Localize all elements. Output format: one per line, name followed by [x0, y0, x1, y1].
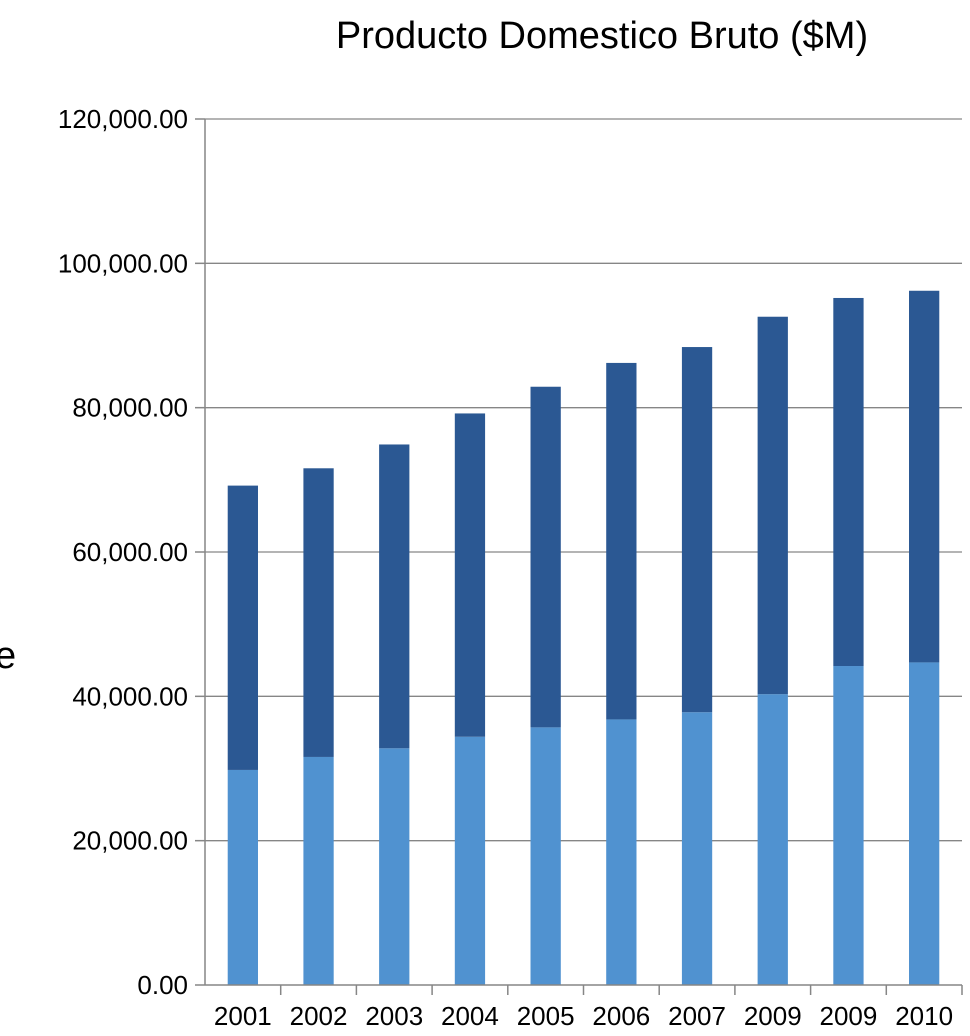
bar-segment-1: [379, 748, 410, 985]
y-tick-label: 120,000.00: [58, 104, 188, 134]
bar-segment-1: [833, 666, 864, 985]
y-tick-label: 20,000.00: [72, 826, 188, 856]
bar-segment-1: [909, 662, 940, 985]
x-axis-ticks: 2001 2002 2003 2004 2005 2006 2007 2009 2009 2010: [214, 985, 963, 1031]
bar-segment-1: [530, 727, 561, 985]
y-tick-label: 60,000.00: [72, 537, 188, 567]
truncated-axis-label: e: [0, 635, 16, 677]
y-tick-label: 40,000.00: [72, 681, 188, 711]
bar-segment-2: [454, 413, 486, 737]
bar-segment-1: [606, 719, 637, 985]
x-tick-label: 2007: [668, 1001, 726, 1031]
bar-segment-2: [530, 386, 561, 728]
bar-segment-2: [909, 290, 940, 663]
bars: [227, 290, 940, 985]
bar-segment-2: [833, 297, 864, 667]
bar-segment-2: [606, 362, 637, 720]
x-tick-label: 2004: [441, 1001, 499, 1031]
chart-title: Producto Domestico Bruto ($M): [336, 15, 868, 57]
bar-segment-2: [227, 485, 258, 770]
bar-segment-1: [227, 769, 258, 985]
x-tick-label: 2006: [592, 1001, 650, 1031]
bar-segment-1: [681, 712, 713, 985]
y-tick-label: 80,000.00: [72, 393, 188, 423]
x-tick-label: 2005: [517, 1001, 575, 1031]
bar-segment-1: [757, 694, 788, 985]
y-axis-ticks: 0.00 20,000.00 40,000.00 60,000.00 80,000.00…: [58, 104, 188, 1000]
bar-segment-2: [681, 347, 713, 713]
bar-segment-2: [379, 444, 410, 749]
bar-segment-2: [303, 468, 334, 757]
x-tick-label: 2002: [290, 1001, 348, 1031]
bar-segment-1: [303, 756, 334, 985]
x-tick-label: 2009: [820, 1001, 878, 1031]
x-tick-label: 2010: [895, 1001, 953, 1031]
x-tick-label: 2003: [365, 1001, 423, 1031]
x-tick-label: 2001: [214, 1001, 272, 1031]
bar-segment-1: [454, 736, 486, 985]
y-tick-label: 0.00: [137, 970, 188, 1000]
bar-segment-2: [757, 316, 788, 695]
x-tick-label: 2009: [744, 1001, 802, 1031]
y-tick-label: 100,000.00: [58, 248, 188, 278]
